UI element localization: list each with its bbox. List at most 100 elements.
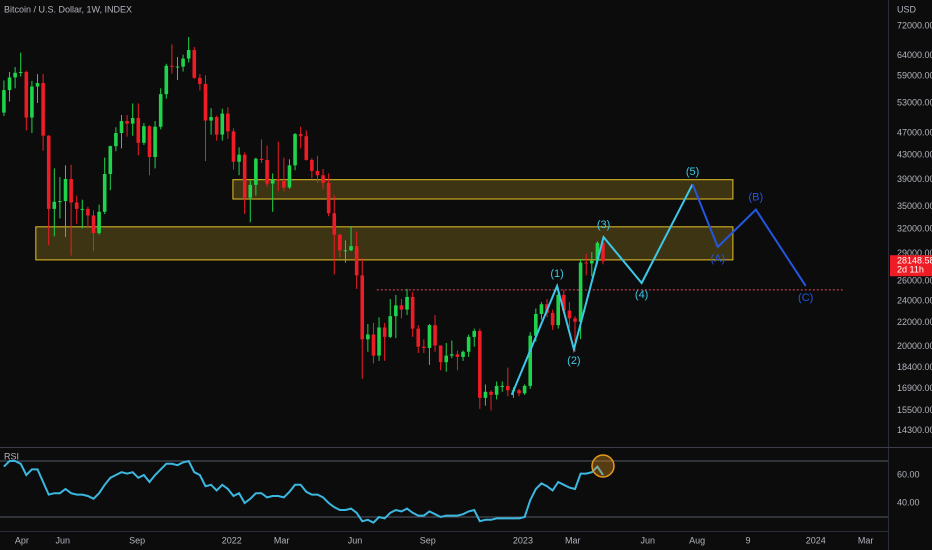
- wave-label: (B): [749, 192, 764, 204]
- countdown-label: 2d 11h: [897, 265, 924, 275]
- candle-body: [147, 126, 152, 158]
- candle-body: [517, 390, 521, 394]
- y-tick-label: 59000.00: [897, 71, 932, 81]
- y-tick-label: 18400.00: [897, 362, 932, 372]
- candle-body: [287, 165, 292, 188]
- candle-body: [562, 294, 566, 311]
- candle-body: [500, 385, 505, 387]
- candle-body: [270, 179, 275, 184]
- x-tick-label: Jun: [348, 535, 363, 545]
- candle-body: [349, 246, 353, 251]
- x-tick-label: Apr: [15, 535, 29, 545]
- candle-body: [41, 83, 45, 136]
- candle-body: [354, 246, 359, 276]
- symbol-header: Bitcoin / U.S. Dollar, 1W, INDEX: [4, 4, 132, 14]
- candle-body: [97, 211, 101, 234]
- candle-body: [18, 71, 23, 73]
- candle-body: [433, 325, 437, 346]
- candle-body: [338, 234, 342, 251]
- wave-label: (4): [635, 289, 648, 301]
- candle-body: [371, 334, 376, 356]
- candle-body: [366, 334, 370, 340]
- candle-body: [7, 77, 12, 91]
- candle-body: [427, 325, 432, 348]
- candle-body: [506, 385, 510, 391]
- y-tick-label: 64000.00: [897, 50, 932, 60]
- candle-body: [584, 262, 589, 264]
- candle-body: [601, 242, 605, 262]
- x-tick-label: 9: [746, 535, 751, 545]
- candle-body: [52, 201, 57, 209]
- candle-body: [198, 77, 202, 84]
- candle-body: [203, 83, 208, 121]
- candle-body: [528, 335, 533, 386]
- candle-body: [455, 354, 460, 357]
- rsi-label: RSI: [4, 451, 19, 461]
- candle-body: [534, 313, 538, 336]
- x-tick-label: Sep: [420, 535, 436, 545]
- candle-body: [186, 50, 191, 59]
- candle-body: [69, 179, 73, 203]
- candle-body: [35, 83, 40, 87]
- candle-body: [578, 262, 583, 322]
- candle-body: [489, 391, 493, 395]
- x-tick-label: 2022: [222, 535, 242, 545]
- wave-label: (1): [550, 268, 563, 280]
- candle-body: [315, 170, 320, 176]
- candle-body: [550, 312, 555, 326]
- candle-body: [590, 260, 594, 264]
- x-tick-label: Sep: [129, 535, 145, 545]
- candle-body: [158, 94, 163, 127]
- candle-body: [461, 351, 465, 357]
- candle-body: [13, 72, 17, 78]
- candle-body: [153, 126, 157, 158]
- candle-body: [63, 179, 68, 202]
- candle-body: [231, 131, 236, 162]
- candle-body: [310, 159, 314, 171]
- candle-body: [102, 173, 107, 212]
- candle-body: [438, 345, 443, 363]
- candle-body: [125, 121, 129, 124]
- candle-body: [416, 328, 421, 347]
- candle-body: [242, 154, 247, 198]
- candle-body: [254, 158, 258, 185]
- candle-body: [46, 135, 51, 209]
- candle-body: [192, 50, 197, 78]
- candle-body: [450, 354, 454, 356]
- wave-label: (C): [798, 292, 813, 304]
- candle-body: [136, 118, 141, 143]
- y-tick-label: 35000.00: [897, 201, 932, 211]
- y-tick-label: 14300.00: [897, 425, 932, 435]
- candle-body: [265, 159, 269, 184]
- candle-body: [472, 330, 477, 337]
- wave-label: (2): [567, 355, 580, 367]
- candle-body: [86, 208, 90, 216]
- candle-body: [130, 118, 135, 124]
- candle-body: [321, 175, 325, 183]
- x-tick-label: Mar: [858, 535, 874, 545]
- y-tick-label: 16900.00: [897, 383, 932, 393]
- candle-body: [388, 316, 393, 337]
- x-tick-label: Jun: [641, 535, 656, 545]
- candle-body: [181, 58, 185, 67]
- candle-body: [567, 310, 572, 319]
- wave-label: (3): [597, 219, 610, 231]
- candle-body: [58, 201, 62, 203]
- candle-body: [142, 126, 146, 143]
- currency-label: USD: [897, 4, 917, 14]
- candle-body: [522, 385, 527, 394]
- candle-body: [332, 213, 337, 235]
- candle-body: [466, 336, 471, 352]
- y-tick-label: 20000.00: [897, 341, 932, 351]
- candle-body: [108, 146, 113, 174]
- candle-body: [478, 330, 482, 398]
- candle-body: [360, 275, 365, 340]
- x-tick-label: Aug: [689, 535, 705, 545]
- candle-body: [293, 134, 297, 166]
- zone: [35, 226, 734, 261]
- y-tick-label: 22000.00: [897, 317, 932, 327]
- candle-body: [304, 136, 309, 160]
